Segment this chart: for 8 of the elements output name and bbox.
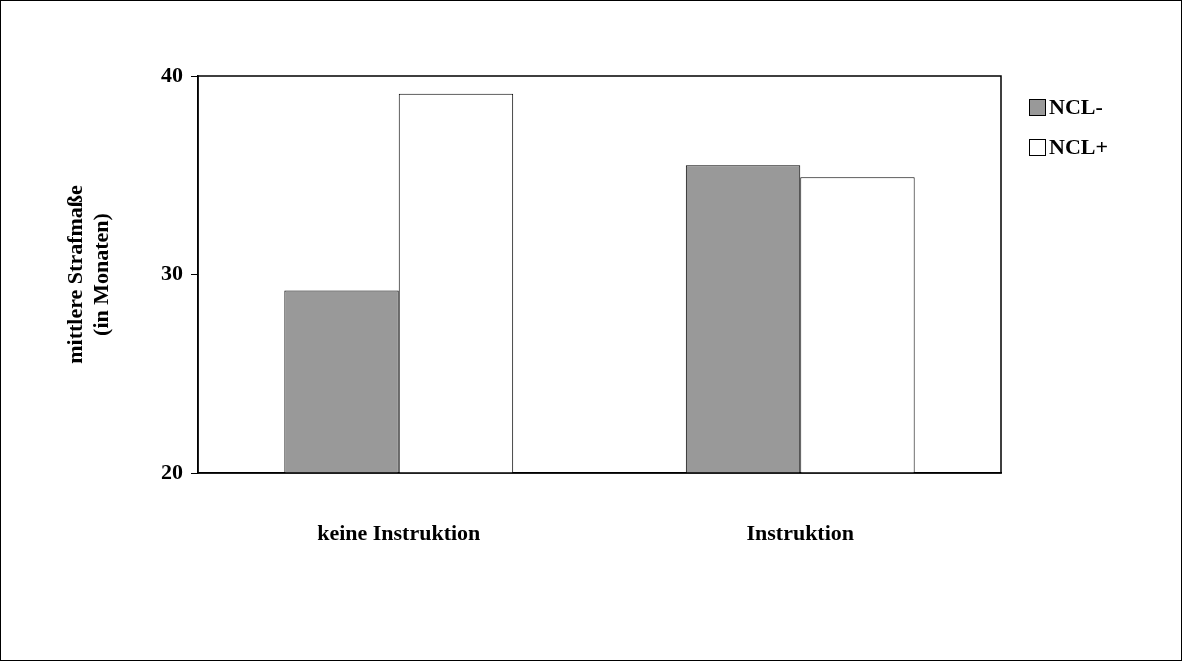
y-axis-title: mittlere Strafmaße (in Monaten) xyxy=(61,184,114,364)
x-tick-label: keine Instruktion xyxy=(317,519,481,545)
legend-label: NCL- xyxy=(1049,94,1103,120)
x-tick-label: Instruktion xyxy=(746,519,855,545)
y-tick-label: 20 xyxy=(161,458,183,484)
y-tick-label: 30 xyxy=(161,260,183,286)
text: NCL+ xyxy=(1049,134,1108,160)
y-tick-label: 40 xyxy=(161,61,183,87)
